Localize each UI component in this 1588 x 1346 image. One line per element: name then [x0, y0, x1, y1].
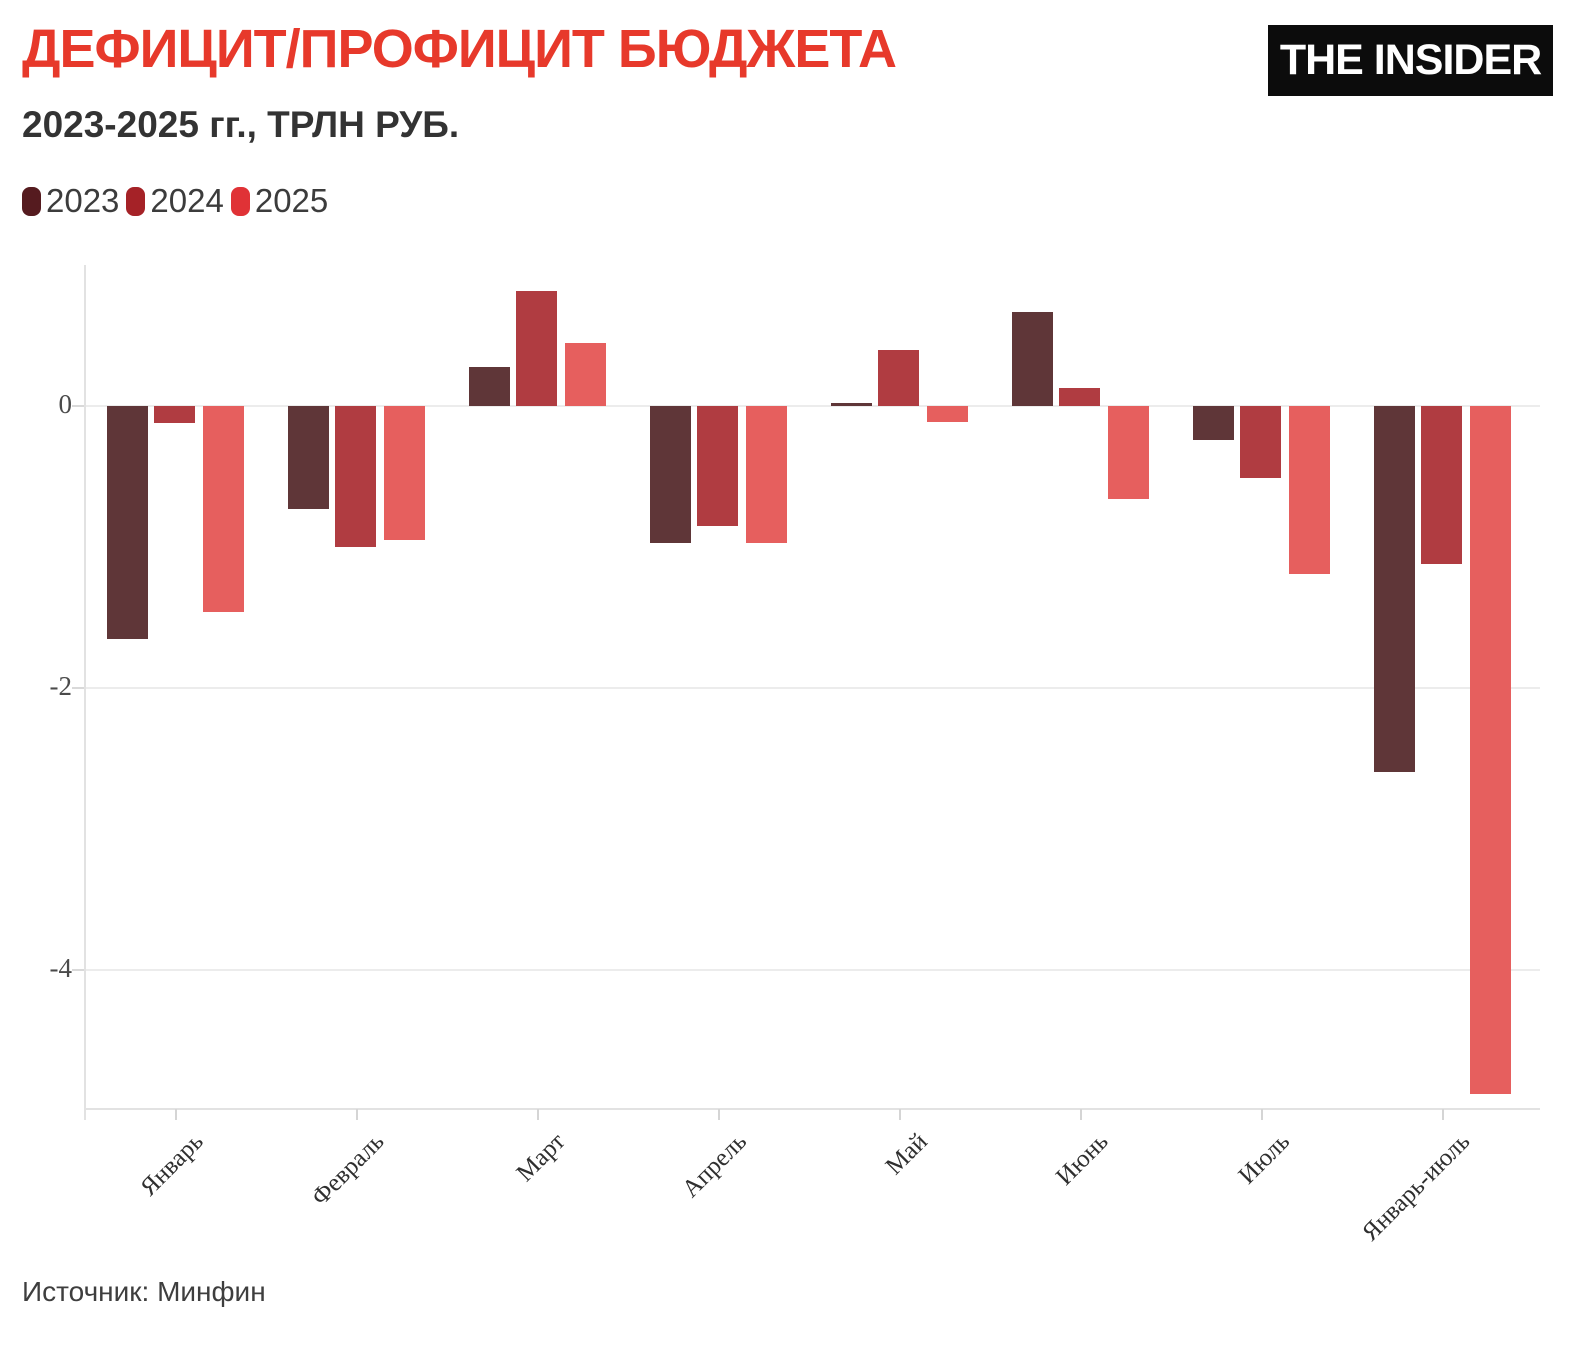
legend-item-2025: 2025	[230, 182, 329, 220]
bar-2024-Апрель	[697, 406, 738, 526]
bar-2025-Апрель	[746, 406, 787, 543]
bar-2023-Январь	[107, 406, 148, 639]
bar-2025-Июнь	[1108, 406, 1149, 499]
bar-2024-Июль	[1240, 406, 1281, 478]
bar-2023-Июнь	[1012, 311, 1053, 406]
gridline-y-0	[85, 405, 1540, 407]
x-axis-label: Июль	[1233, 1128, 1295, 1190]
bar-2025-Март	[565, 342, 606, 406]
legend: 2023 2024 2025	[22, 182, 335, 220]
x-axis-tick	[1079, 1109, 1082, 1120]
y-axis-tick	[72, 686, 85, 689]
y-axis-tick	[72, 968, 85, 971]
chart-subtitle: 2023-2025 гг., ТРЛН РУБ.	[22, 104, 460, 145]
the-insider-logo: THE INSIDER	[1268, 25, 1553, 96]
legend-swatch-2024	[126, 186, 146, 216]
bar-2023-Июль	[1193, 406, 1234, 440]
x-axis-label: Май	[880, 1128, 933, 1181]
bar-2024-Март	[516, 290, 557, 406]
chart-title: ДЕФИЦИТ/ПРОФИЦИТ БЮДЖЕТА	[22, 19, 897, 79]
x-axis-tick	[536, 1109, 539, 1120]
x-axis-line	[85, 1108, 1540, 1110]
bar-2025-Май	[927, 406, 968, 422]
x-axis-label: Январь-июль	[1357, 1128, 1476, 1247]
bar-2024-Июнь	[1059, 387, 1100, 406]
x-axis-label: Январь	[135, 1128, 209, 1202]
bar-2023-Март	[469, 366, 510, 406]
x-axis-tick	[174, 1109, 177, 1120]
gridline-y--2	[85, 686, 1540, 689]
bar-2025-Январь	[203, 406, 244, 612]
x-axis-label: Июнь	[1051, 1128, 1114, 1191]
bar-2025-Февраль	[384, 406, 425, 540]
bar-2024-Январь	[154, 406, 195, 423]
logo-text: THE INSIDER	[1279, 36, 1542, 84]
bar-2024-Февраль	[335, 406, 376, 547]
legend-label: 2024	[150, 182, 224, 219]
y-axis-line	[84, 265, 86, 1120]
y-axis-label: -2	[49, 670, 73, 701]
y-axis-tick	[72, 405, 85, 407]
bar-2024-Январь-июль	[1421, 406, 1462, 564]
x-axis-tick	[355, 1109, 358, 1120]
bar-2024-Май	[878, 349, 919, 406]
bar-2025-Январь-июль	[1470, 406, 1511, 1094]
bar-2023-Апрель	[650, 406, 691, 543]
bar-2023-Февраль	[288, 406, 329, 509]
x-axis-tick	[717, 1109, 720, 1120]
legend-label: 2023	[46, 182, 120, 219]
source-note: Источник: Минфин	[22, 1276, 266, 1307]
x-axis-label: Март	[511, 1128, 571, 1187]
y-axis-label: -4	[49, 952, 73, 983]
bar-2025-Июль	[1289, 406, 1330, 574]
x-axis-tick	[898, 1109, 901, 1120]
legend-swatch-2025	[230, 186, 250, 216]
x-axis-tick	[1260, 1109, 1263, 1120]
x-axis-tick	[1441, 1109, 1444, 1120]
y-axis-label: 0	[58, 389, 73, 419]
x-axis-label: Апрель	[676, 1128, 752, 1203]
gridline-y--4	[85, 968, 1540, 971]
bar-2023-Январь-июль	[1374, 406, 1415, 773]
legend-label: 2025	[254, 182, 329, 219]
bar-2023-Май	[831, 403, 872, 406]
legend-item-2024: 2024	[126, 182, 224, 220]
legend-swatch-2023	[22, 186, 41, 216]
x-axis-label: Февраль	[306, 1128, 390, 1211]
legend-item-2023: 2023	[22, 182, 119, 220]
